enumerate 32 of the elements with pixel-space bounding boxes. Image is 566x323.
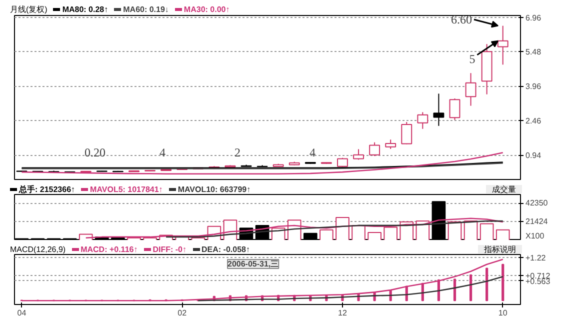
legend-label: MAVOL10: 663799↑ <box>176 184 251 196</box>
annotation: 0.20 <box>84 146 106 160</box>
y-tick-label: 3.96 <box>526 82 542 92</box>
text: 指标说明 <box>478 245 522 254</box>
annotation: 6.60 <box>450 12 472 26</box>
annotation: 4 <box>310 146 316 160</box>
legend-label: DIFF: -0↑ <box>152 244 186 256</box>
y-tick-label: 42350 <box>526 198 548 208</box>
text: 成交量 <box>486 185 522 194</box>
x-tick-label: 04 <box>17 308 27 318</box>
y-tick-label: 21424 <box>526 217 548 226</box>
y-tick-label: X100 <box>526 232 545 240</box>
annotation: 2 <box>234 146 240 160</box>
y-tick-label: 6.96 <box>526 14 542 23</box>
legend-label: DEA: -0.058↑ <box>200 244 250 256</box>
y-tick-label: 2.46 <box>526 116 542 126</box>
x-tick-label: 12 <box>338 308 348 318</box>
legend-label: MA30: 0.00↑ <box>182 4 230 16</box>
legend-label: 总手: 2152366↑ <box>18 184 76 196</box>
legend-label: MACD: +0.116↑ <box>80 244 138 256</box>
legend-label: MA60: 0.19↓ <box>122 4 169 16</box>
y-tick-label: 5.48 <box>526 47 542 56</box>
x-tick-label: 10 <box>498 308 508 318</box>
chart-title: 月线(复权) <box>10 4 48 16</box>
legend-label: MA80: 0.28↑ <box>61 4 108 16</box>
chart-title: MACD(12,26,9) <box>10 244 66 256</box>
y-tick-label: 0.94 <box>526 151 542 160</box>
x-tick-label: 02 <box>178 308 188 318</box>
annotation: 5 <box>469 52 476 66</box>
annotation: 4 <box>160 146 166 160</box>
legend-label: MAVOL5: 1017841↑ <box>89 184 163 196</box>
y-tick-label: +1.22 <box>526 254 546 263</box>
